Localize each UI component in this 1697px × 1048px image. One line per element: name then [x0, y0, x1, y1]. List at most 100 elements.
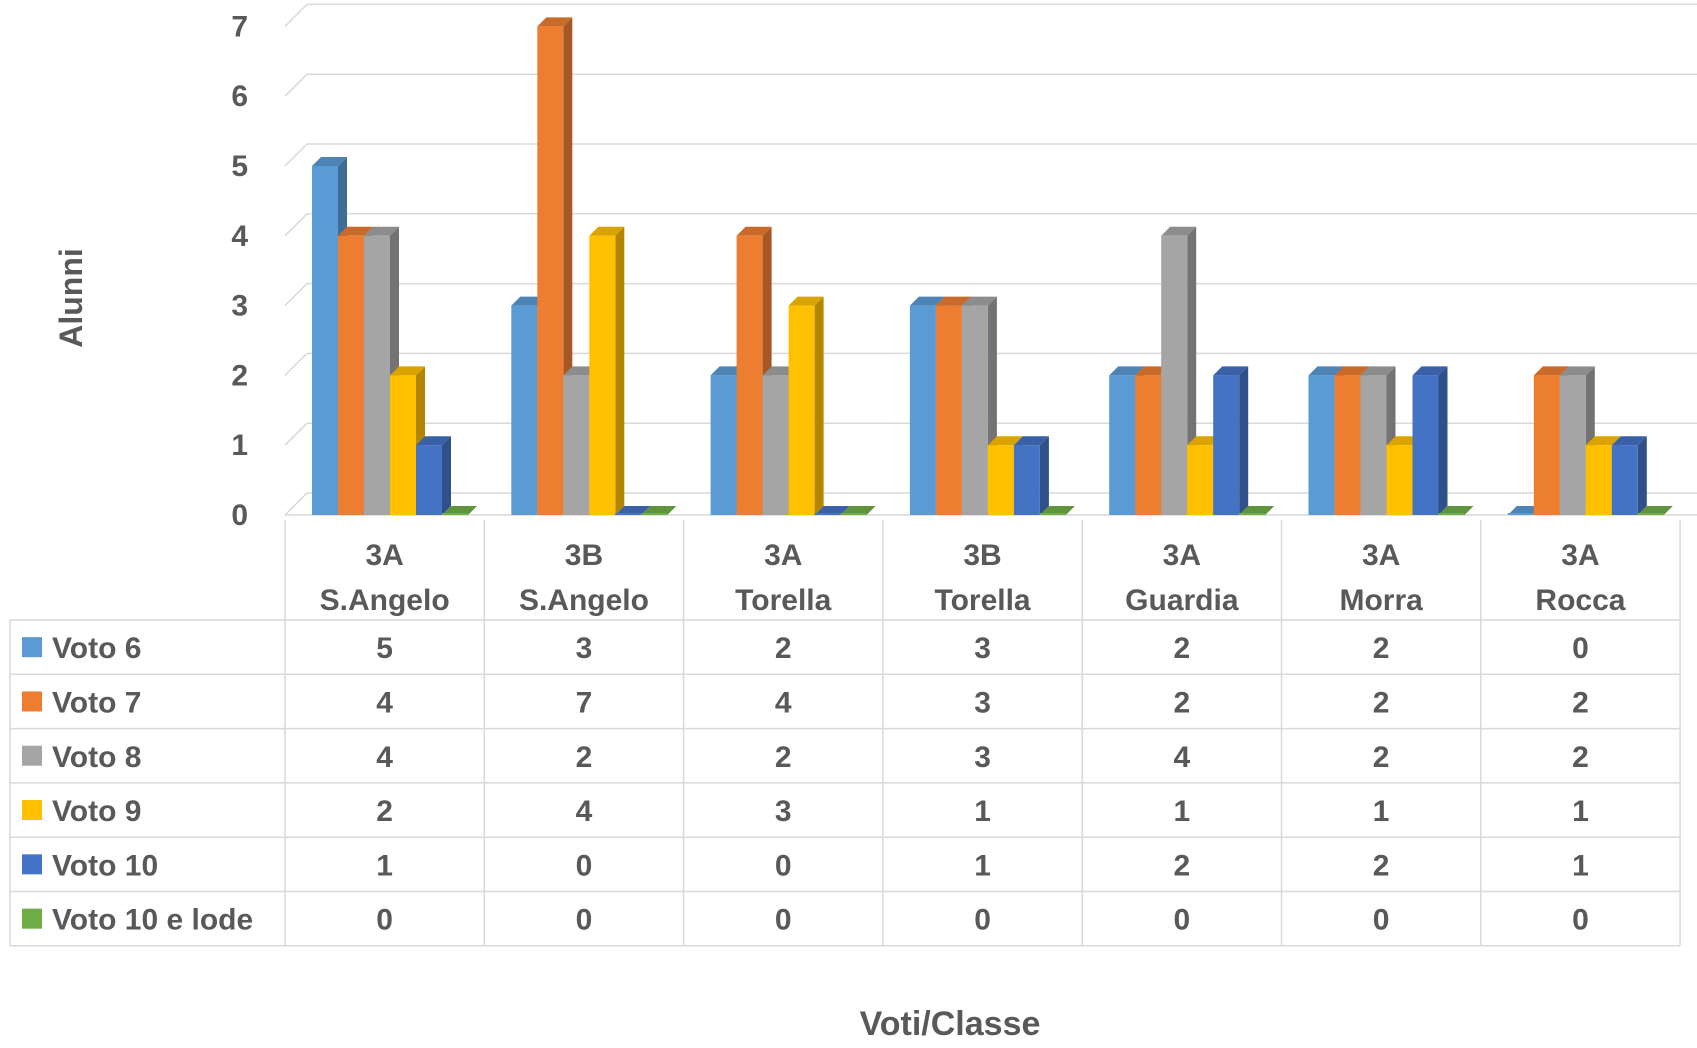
- x-tick-label: Torella: [735, 584, 831, 617]
- data-label: 1: [974, 849, 991, 882]
- bar-top: [416, 436, 451, 446]
- bar-top: [1438, 506, 1474, 515]
- bar-top: [1308, 366, 1344, 376]
- data-label: 0: [1572, 904, 1589, 937]
- bar-top: [589, 226, 625, 236]
- data-label: 2: [1373, 686, 1390, 719]
- data-label: 1: [376, 849, 393, 882]
- legend-key: [22, 800, 42, 821]
- bar: [364, 235, 390, 516]
- gridline-depth: [284, 73, 308, 97]
- bar-top: [364, 226, 399, 236]
- data-label: 4: [376, 741, 393, 774]
- bar-top: [1611, 436, 1647, 446]
- x-tick-label: 3A: [365, 539, 403, 572]
- data-label: 0: [1373, 904, 1390, 937]
- bar: [416, 445, 442, 515]
- legend-key: [22, 637, 42, 658]
- bar-side: [814, 296, 824, 515]
- bar: [1334, 375, 1361, 515]
- data-label: 0: [376, 904, 393, 937]
- bar: [338, 235, 364, 516]
- data-label: 1: [1572, 849, 1589, 882]
- data-label: 3: [576, 632, 593, 665]
- y-tick-label: 6: [231, 80, 248, 113]
- x-tick-label: 3B: [565, 539, 603, 572]
- data-label: 2: [1373, 849, 1390, 882]
- gridline-depth: [284, 352, 308, 376]
- bar: [1559, 375, 1586, 515]
- data-label: 4: [775, 686, 792, 719]
- bar-top: [935, 296, 971, 306]
- x-tick-label: Torella: [934, 584, 1030, 617]
- legend-label: Voto 6: [52, 632, 141, 665]
- bar-top: [1013, 436, 1049, 446]
- x-tick-label: 3A: [1561, 539, 1599, 572]
- bar: [390, 375, 416, 515]
- bar-side: [442, 436, 451, 515]
- bar-top: [537, 17, 573, 27]
- bar-side: [1039, 436, 1049, 515]
- data-label: 7: [576, 686, 593, 719]
- gridline-depth: [284, 143, 308, 167]
- bar-top: [1412, 366, 1448, 376]
- bar-top: [1637, 506, 1673, 515]
- x-tick-label: S.Angelo: [320, 584, 450, 617]
- x-tick-label: Guardia: [1125, 584, 1239, 617]
- gridline-depth: [284, 283, 308, 307]
- bar-top: [442, 506, 477, 515]
- bar: [1187, 445, 1214, 515]
- bar: [537, 26, 564, 516]
- legend-key: [22, 854, 42, 875]
- bar-top: [338, 226, 373, 236]
- legend-label: Voto 8: [52, 741, 141, 774]
- bar-top: [1360, 366, 1396, 376]
- data-label: 3: [974, 741, 991, 774]
- y-tick-label: 3: [231, 290, 248, 323]
- data-label: 0: [775, 849, 792, 882]
- x-tick-label: 3A: [764, 539, 802, 572]
- data-label: 2: [775, 632, 792, 665]
- bar: [1135, 375, 1162, 515]
- data-label: 2: [775, 741, 792, 774]
- bar-top: [312, 157, 347, 166]
- data-label: 2: [1174, 686, 1191, 719]
- bar: [1013, 445, 1040, 515]
- bar: [1109, 375, 1136, 515]
- bar: [589, 235, 616, 516]
- bar-top: [987, 436, 1023, 446]
- data-label: 2: [1373, 632, 1390, 665]
- bar: [442, 513, 468, 515]
- legend-label: Voto 9: [52, 795, 141, 828]
- gridline-depth: [284, 3, 308, 27]
- bar: [1585, 445, 1612, 515]
- bar-top: [909, 296, 945, 306]
- bar-top: [840, 506, 876, 515]
- legend-key: [22, 908, 42, 929]
- bar-top: [641, 506, 677, 515]
- bar: [1438, 513, 1465, 515]
- bar-top: [1559, 366, 1595, 376]
- bar-top: [390, 366, 425, 376]
- bar: [1239, 513, 1266, 515]
- data-label: 2: [1174, 849, 1191, 882]
- y-tick-label: 4: [231, 220, 248, 253]
- bar-side: [1239, 366, 1249, 515]
- data-label: 2: [1373, 741, 1390, 774]
- legend-key: [22, 691, 42, 712]
- y-tick-label: 7: [231, 10, 248, 43]
- bar: [641, 513, 668, 515]
- data-label: 0: [1174, 904, 1191, 937]
- data-label: 2: [1174, 632, 1191, 665]
- bar: [1039, 513, 1066, 515]
- bar: [1308, 375, 1335, 515]
- bar: [710, 375, 737, 515]
- x-tick-label: 3A: [1362, 539, 1400, 572]
- x-tick-label: 3B: [963, 539, 1001, 572]
- data-label: 1: [1174, 795, 1191, 828]
- data-label: 0: [576, 849, 593, 882]
- bar: [736, 235, 763, 516]
- y-tick-label: 2: [231, 359, 248, 392]
